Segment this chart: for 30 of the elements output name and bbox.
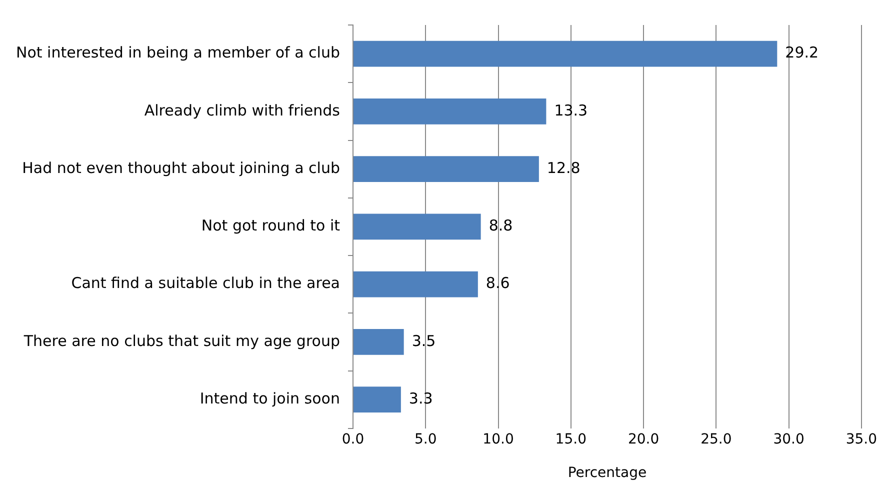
x-tick-label: 20.0 [628, 431, 660, 448]
x-axis-title: Percentage [568, 465, 647, 482]
data-label: 3.3 [408, 389, 433, 408]
x-tick-label: 30.0 [773, 431, 804, 448]
bar [353, 156, 539, 182]
bar [353, 214, 481, 240]
data-label: 8.8 [488, 216, 513, 235]
bar [353, 98, 546, 124]
y-tick-label: Not interested in being a member of a club [16, 44, 340, 62]
x-tick-label: 25.0 [700, 431, 732, 448]
data-label: 8.6 [486, 274, 510, 292]
x-tick-label: 35.0 [846, 431, 877, 448]
y-tick-label: Had not even thought about joining a club [22, 158, 340, 177]
bar [353, 40, 778, 67]
y-tick-label: Not got round to it [201, 216, 340, 235]
data-label: 3.5 [412, 332, 436, 350]
data-label: 13.3 [554, 101, 588, 120]
y-tick-label: Intend to join soon [200, 389, 340, 408]
x-tick-label: 5.0 [414, 431, 437, 448]
y-tick-label: Already climb with friends [144, 101, 340, 120]
y-tick-label: There are no clubs that suit my age group [22, 332, 340, 350]
bar [353, 328, 404, 355]
x-tick-label: 10.0 [482, 431, 514, 448]
x-tick-label: 15.0 [555, 431, 586, 448]
data-label: 29.2 [785, 44, 819, 62]
x-tick-label: 0.0 [342, 431, 364, 448]
bar [353, 271, 478, 298]
y-tick-label: Cant find a suitable club in the area [71, 274, 340, 292]
data-label: 12.8 [546, 158, 580, 177]
bar [353, 386, 401, 413]
